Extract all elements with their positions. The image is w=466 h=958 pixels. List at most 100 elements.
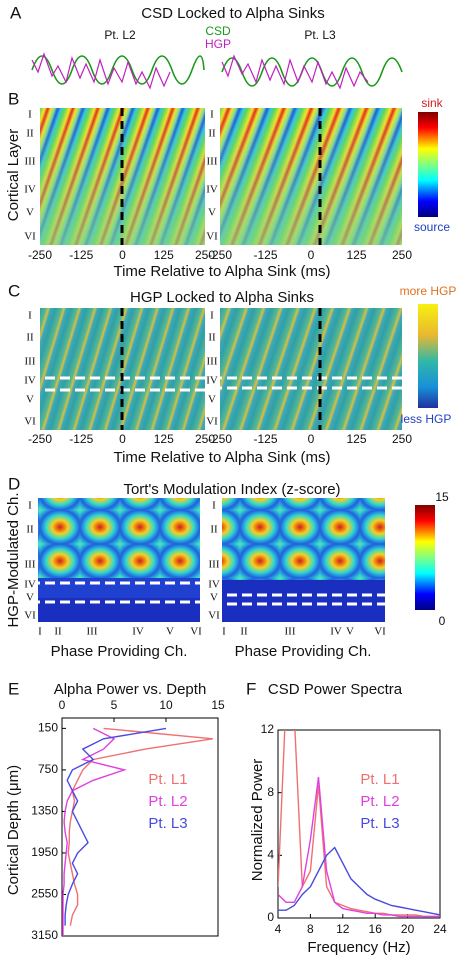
- layer-label: VI: [206, 231, 218, 243]
- plot-frame: [277, 729, 441, 919]
- panel-label: B: [8, 89, 19, 108]
- heatmap-low: [38, 578, 200, 598]
- chart-title: CSD Power Spectra: [268, 681, 403, 698]
- layer-label: III: [207, 156, 218, 168]
- chart-title: Alpha Power vs. Depth: [54, 681, 207, 698]
- colorbar: [418, 304, 438, 408]
- panel-label: A: [10, 3, 22, 22]
- layer-label: III: [25, 559, 36, 571]
- colorbar-label: more HGP: [400, 284, 457, 298]
- plot-frame: [61, 717, 219, 937]
- layer-label: II: [26, 332, 34, 344]
- series-line: [64, 727, 167, 926]
- layer-label: IV: [24, 579, 36, 591]
- x-tick-label: -125: [69, 248, 93, 262]
- y-tick-label: 8: [267, 785, 274, 799]
- legend-hgp: HGP: [205, 37, 231, 51]
- layer-label: VI: [190, 626, 202, 638]
- layer-label: III: [285, 626, 296, 638]
- colorbar: [418, 112, 438, 217]
- x-tick-label: 250: [195, 432, 215, 446]
- layer-label: IV: [206, 184, 218, 196]
- panel-title: CSD Locked to Alpha Sinks: [141, 5, 324, 22]
- y-tick-label: 12: [261, 722, 275, 736]
- layer-label: VI: [374, 626, 386, 638]
- y-tick-label: 750: [38, 762, 58, 776]
- layer-label: III: [209, 559, 220, 571]
- x-tick-label: 8: [307, 922, 314, 936]
- layer-label: IV: [24, 184, 36, 196]
- layer-label: VI: [24, 231, 36, 243]
- x-tick-label: 16: [369, 922, 383, 936]
- y-axis-label: Cortical Depth (μm): [5, 765, 22, 895]
- x-tick-label: -250: [28, 432, 52, 446]
- y-tick-label: 4: [267, 848, 274, 862]
- y-tick-label: 3150: [31, 928, 58, 942]
- colorbar-label: source: [414, 220, 450, 234]
- x-tick-label: 4: [275, 922, 282, 936]
- layer-label: I: [28, 310, 32, 322]
- x-axis-label: Phase Providing Ch.: [51, 643, 188, 660]
- heatmap-shade: [220, 108, 402, 245]
- x-tick-label: 250: [392, 248, 412, 262]
- colorbar-label: 0: [439, 614, 446, 628]
- patient-label: Pt. L2: [104, 28, 136, 42]
- x-axis-label: Time Relative to Alpha Sink (ms): [113, 263, 330, 280]
- layer-label: III: [25, 156, 36, 168]
- legend-entry: Pt. L3: [360, 815, 399, 832]
- layer-label: V: [210, 592, 218, 604]
- layer-label: V: [208, 394, 216, 406]
- layer-label: IV: [208, 579, 220, 591]
- csd-trace: [221, 57, 403, 87]
- colorbar: [415, 505, 435, 610]
- layer-label: I: [38, 626, 42, 638]
- colorbar-label: sink: [421, 96, 443, 110]
- x-tick-label: 250: [392, 432, 412, 446]
- layer-label: V: [26, 207, 34, 219]
- x-axis-label: Frequency (Hz): [307, 939, 410, 956]
- y-axis-label: HGP-Modulated Ch.: [5, 492, 22, 627]
- legend-entry: Pt. L2: [148, 793, 187, 810]
- x-tick-label: -125: [253, 432, 277, 446]
- layer-label: II: [26, 128, 34, 140]
- layer-label: VI: [208, 610, 220, 622]
- layer-label: II: [210, 524, 218, 536]
- x-tick-label: 12: [336, 922, 350, 936]
- layer-label: V: [346, 626, 354, 638]
- layer-label: I: [210, 310, 214, 322]
- colorbar-label: less HGP: [401, 412, 452, 426]
- layer-label: VI: [206, 416, 218, 428]
- series-line: [278, 730, 440, 918]
- legend-entry: Pt. L3: [148, 815, 187, 832]
- layer-label: IV: [206, 375, 218, 387]
- x-tick-label: 0: [59, 698, 66, 712]
- layer-label: IV: [330, 626, 342, 638]
- layer-label: II: [208, 128, 216, 140]
- series-line: [278, 776, 440, 918]
- patient-label: Pt. L3: [304, 28, 336, 42]
- layer-label: I: [210, 109, 214, 121]
- layer-label: V: [26, 394, 34, 406]
- x-tick-label: -250: [208, 432, 232, 446]
- y-tick-label: 2550: [31, 887, 58, 901]
- panel-label: C: [8, 281, 20, 300]
- series-line: [67, 727, 213, 926]
- y-tick-label: 1950: [31, 845, 58, 859]
- y-tick-label: 150: [38, 721, 58, 735]
- csd-trace: [31, 55, 205, 85]
- x-tick-label: 250: [195, 248, 215, 262]
- x-tick-label: -250: [208, 248, 232, 262]
- layer-label: V: [208, 207, 216, 219]
- layer-label: III: [87, 626, 98, 638]
- hgp-trace: [31, 52, 171, 90]
- panel-title: HGP Locked to Alpha Sinks: [130, 289, 314, 306]
- panel-title: Tort's Modulation Index (z-score): [123, 481, 340, 498]
- legend-entry: Pt. L1: [360, 771, 399, 788]
- layer-label: III: [25, 356, 36, 368]
- y-tick-label: 0: [267, 910, 274, 924]
- layer-label: V: [26, 592, 34, 604]
- x-tick-label: 0: [308, 248, 315, 262]
- x-tick-label: 24: [433, 922, 447, 936]
- heatmap-low: [222, 580, 385, 622]
